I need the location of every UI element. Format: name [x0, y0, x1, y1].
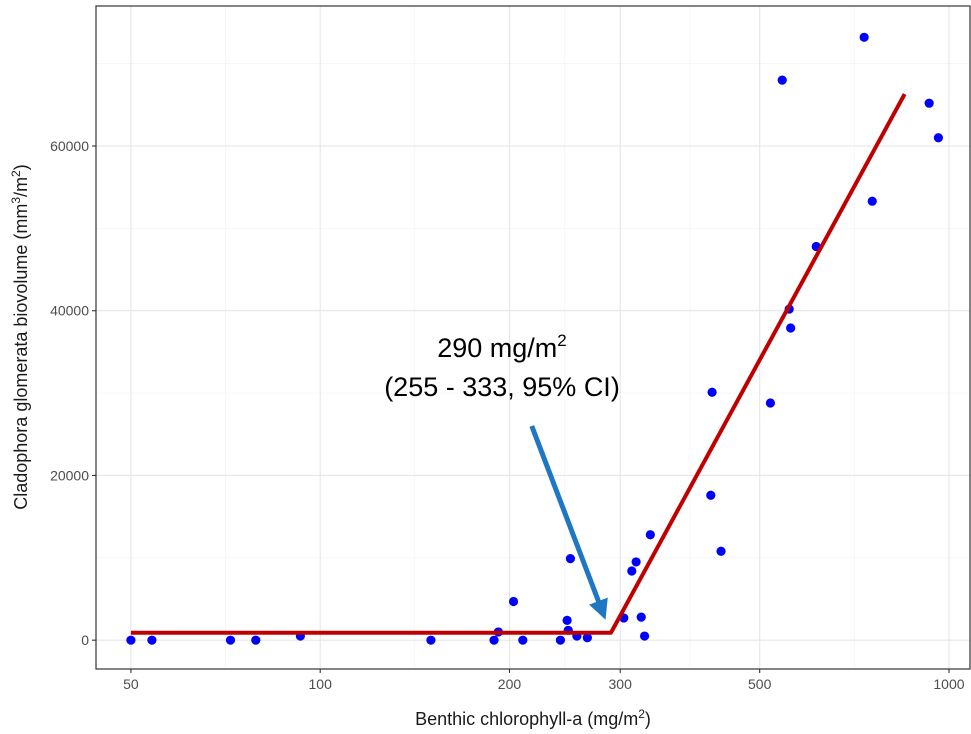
- data-point: [225, 635, 236, 645]
- y-axis-title-main: Cladophora glomerata biovolume (mm: [11, 204, 31, 510]
- data-point: [555, 635, 566, 645]
- data-point: [639, 631, 650, 641]
- y-axis-title-sup1: 3: [9, 197, 23, 204]
- y-axis-title: Cladophora glomerata biovolume (mm3/m2): [9, 164, 31, 510]
- data-point: [582, 633, 592, 643]
- data-point: [867, 196, 877, 206]
- data-point: [924, 98, 934, 108]
- x-axis-title-main: Benthic chlorophyll-a (mg/m: [415, 709, 638, 729]
- annotation-line1-sup: 2: [557, 331, 566, 350]
- y-axis-title-sup2: 2: [9, 170, 23, 177]
- data-point: [716, 546, 726, 556]
- data-point: [126, 635, 136, 645]
- data-point: [627, 566, 637, 576]
- x-axis-title: Benthic chlorophyll-a (mg/m2): [415, 707, 651, 729]
- data-point: [645, 530, 655, 540]
- data-point: [489, 635, 499, 645]
- x-tick-label: 1000: [933, 676, 964, 692]
- annotation-arrow: [529, 425, 608, 620]
- data-point: [565, 554, 576, 564]
- x-tick-label: 300: [609, 676, 633, 692]
- x-tick-label: 100: [309, 676, 333, 692]
- x-tick-label: 500: [748, 676, 772, 692]
- data-point: [508, 596, 519, 607]
- data-point: [251, 635, 261, 645]
- data-point: [707, 387, 717, 397]
- data-point: [786, 323, 796, 333]
- annotation-line2: (255 - 333, 95% CI): [384, 372, 620, 402]
- y-axis-title-mid: /m: [11, 177, 31, 197]
- data-point: [765, 398, 776, 408]
- data-point: [777, 75, 787, 85]
- data-point: [147, 635, 157, 645]
- y-axis-title-end: ): [11, 164, 31, 170]
- y-tick-label: 40000: [50, 303, 89, 319]
- annotation-line1: 290 mg/m2: [437, 331, 567, 363]
- data-point: [518, 635, 528, 645]
- tick-layer: 50 100 200 300 500 1000 0 20000 40000 60000: [50, 138, 965, 692]
- data-point: [706, 490, 716, 500]
- x-axis-title-end: ): [645, 709, 651, 729]
- plot-border: [95, 5, 971, 670]
- data-point: [636, 612, 646, 622]
- data-point: [859, 32, 869, 42]
- y-tick-label: 20000: [50, 467, 89, 483]
- x-tick-label: 200: [498, 676, 522, 692]
- x-tick-label: 50: [123, 676, 139, 692]
- y-tick-label: 60000: [50, 138, 89, 154]
- fit-line: [130, 93, 907, 635]
- data-point: [933, 133, 944, 143]
- data-point: [631, 557, 641, 567]
- y-tick-label: 0: [81, 632, 89, 648]
- data-point: [426, 635, 436, 645]
- plot-panel: [96, 6, 970, 669]
- x-axis-title-sup: 2: [638, 707, 645, 721]
- data-point: [562, 615, 572, 626]
- annotation-line1-text: 290 mg/m: [437, 333, 557, 363]
- grid-layer: [96, 6, 970, 669]
